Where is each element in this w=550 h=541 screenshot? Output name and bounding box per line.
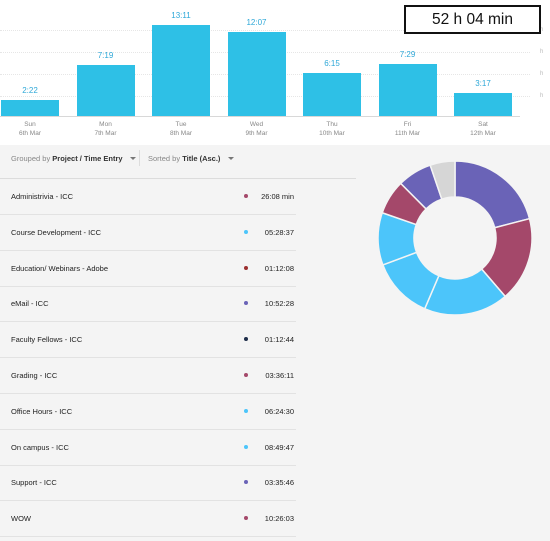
project-color-dot bbox=[244, 373, 248, 377]
right-axis-tick: h bbox=[540, 71, 544, 77]
bar-value-label: 2:22 bbox=[22, 85, 38, 95]
entry-title: Education/ Webinars - Adobe bbox=[11, 263, 109, 273]
day-label: Sat bbox=[478, 121, 488, 128]
sort-by-value: Title (Asc.) bbox=[182, 154, 221, 163]
toolbar-underline bbox=[0, 178, 356, 179]
entry-title: Administrivia - ICC bbox=[11, 192, 74, 201]
entry-duration: 05:28:37 bbox=[264, 227, 294, 237]
date-label: 9th Mar bbox=[245, 130, 268, 137]
project-color-dot bbox=[244, 444, 248, 449]
date-label: 6th Mar bbox=[18, 130, 42, 137]
daily-bar-chart: h h h h 2:22 Sun 6th Mar 7:19 Mon 7th Mar 13:1… bbox=[0, 0, 550, 145]
group-by-value: Project / Time Entry bbox=[52, 154, 123, 163]
sort-by-dropdown[interactable]: Sorted by Title (Asc.) bbox=[148, 154, 234, 163]
donut-segment[interactable] bbox=[454, 160, 531, 229]
chevron-down-icon bbox=[227, 157, 234, 160]
entry-duration: 01:12:44 bbox=[264, 335, 294, 345]
right-axis-tick: h bbox=[540, 49, 544, 55]
day-label: Thu bbox=[326, 121, 338, 128]
entry-duration: 26:08 min bbox=[261, 192, 294, 201]
list-item[interactable]: Administrivia - ICC 26:08 min bbox=[0, 179, 296, 215]
group-by-prefix: Grouped by bbox=[11, 154, 51, 163]
project-color-dot bbox=[244, 265, 248, 270]
list-item[interactable]: Grading - ICC 03:36:11 bbox=[0, 358, 296, 394]
entry-title: WOW bbox=[11, 514, 31, 524]
list-item[interactable]: Course Development - ICC 05:28:37 bbox=[0, 215, 296, 251]
bar-value-label: 6:15 bbox=[324, 58, 340, 68]
project-color-dot bbox=[244, 480, 248, 485]
bar-value-label: 7:29 bbox=[399, 50, 416, 60]
group-by-dropdown[interactable]: Grouped by Project / Time Entry bbox=[11, 154, 136, 163]
date-label: 8th Mar bbox=[169, 130, 193, 137]
entry-title: On campus - ICC bbox=[11, 442, 69, 452]
date-label: 11th Mar bbox=[394, 130, 421, 137]
project-color-dot bbox=[244, 516, 248, 521]
day-label: Wed bbox=[249, 121, 264, 128]
bar-value-label: 13:11 bbox=[171, 11, 191, 20]
list-item[interactable]: Office Hours - ICC 06:24:30 bbox=[0, 394, 296, 430]
day-label: Tue bbox=[175, 121, 187, 128]
bar-fri[interactable] bbox=[378, 64, 437, 116]
project-color-dot bbox=[244, 229, 248, 234]
bar-value-label: 3:17 bbox=[475, 79, 491, 89]
entry-duration: 01:12:08 bbox=[264, 263, 294, 273]
entry-duration: 10:26:03 bbox=[264, 514, 294, 524]
entry-duration: 06:24:30 bbox=[264, 406, 294, 416]
x-axis-line bbox=[0, 116, 520, 117]
bar-tue[interactable] bbox=[152, 25, 210, 116]
entry-duration: 10:52:28 bbox=[264, 299, 294, 309]
bar-sun[interactable] bbox=[1, 99, 59, 116]
project-color-dot bbox=[244, 194, 248, 198]
donut-segment[interactable] bbox=[429, 160, 456, 201]
date-label: 12th Mar bbox=[470, 130, 496, 137]
project-donut-chart bbox=[377, 160, 533, 316]
list-item[interactable]: WOW 10:26:03 bbox=[0, 501, 296, 538]
project-color-dot bbox=[244, 301, 248, 306]
sort-by-prefix: Sorted by bbox=[148, 154, 181, 163]
entry-title: Support - ICC bbox=[11, 478, 57, 488]
details-panel bbox=[0, 145, 550, 541]
list-item[interactable]: On campus - ICC 08:49:47 bbox=[0, 430, 296, 466]
bar-mon[interactable] bbox=[76, 65, 135, 116]
entry-title: Course Development - ICC bbox=[11, 227, 102, 237]
bar-value-label: 7:19 bbox=[97, 51, 114, 61]
date-label: 10th Mar bbox=[319, 130, 345, 137]
entry-title: eMail - ICC bbox=[11, 299, 49, 309]
list-item[interactable]: eMail - ICC 10:52:28 bbox=[0, 286, 296, 323]
entry-duration: 03:35:46 bbox=[264, 478, 294, 488]
day-label: Sun bbox=[24, 121, 36, 128]
entry-title: Faculty Fellows - ICC bbox=[11, 335, 83, 345]
gridline bbox=[0, 30, 530, 31]
date-label: 7th Mar bbox=[94, 130, 117, 137]
toolbar-divider bbox=[139, 150, 140, 166]
total-duration-box: 52 h 04 min bbox=[404, 5, 541, 34]
list-item[interactable]: Education/ Webinars - Adobe 01:12:08 bbox=[0, 251, 296, 287]
bar-thu[interactable] bbox=[303, 72, 361, 116]
entry-duration: 08:49:47 bbox=[264, 442, 294, 452]
bar-sat[interactable] bbox=[454, 93, 512, 116]
day-label: Mon bbox=[99, 121, 112, 128]
right-axis-tick: h bbox=[540, 93, 544, 99]
bar-value-label: 12:07 bbox=[246, 18, 267, 28]
entry-duration: 03:36:11 bbox=[265, 371, 294, 380]
entry-title: Grading - ICC bbox=[11, 371, 58, 380]
project-color-dot bbox=[244, 337, 248, 342]
project-color-dot bbox=[244, 408, 248, 413]
chevron-down-icon bbox=[129, 157, 136, 160]
right-axis-tick: h bbox=[540, 27, 544, 33]
entry-title: Office Hours - ICC bbox=[11, 406, 73, 416]
day-label: Fri bbox=[403, 121, 412, 128]
list-item[interactable]: Faculty Fellows - ICC 01:12:44 bbox=[0, 322, 296, 359]
bar-wed[interactable] bbox=[227, 32, 286, 116]
list-item[interactable]: Support - ICC 03:35:46 bbox=[0, 465, 296, 502]
